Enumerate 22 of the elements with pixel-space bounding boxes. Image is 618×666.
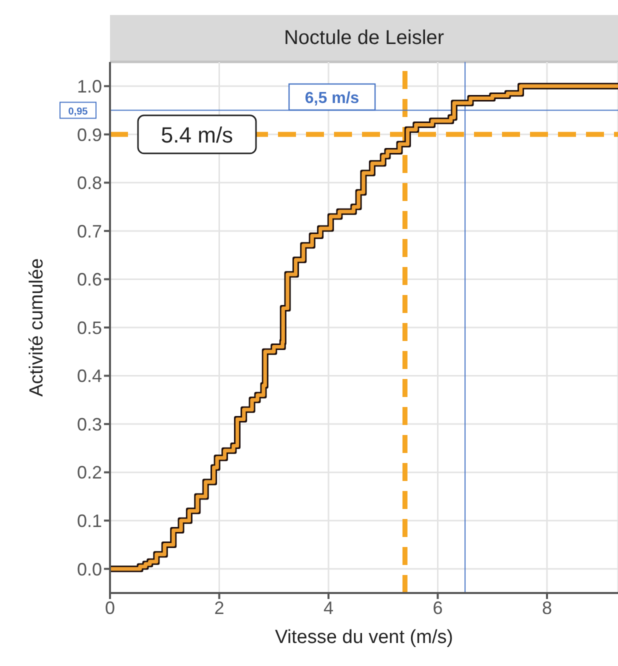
x-tick-label: 2 (214, 598, 224, 618)
y-tick-label: 0.8 (76, 173, 102, 194)
y-tick-label: 0.1 (76, 510, 102, 531)
y-tick-label: 0.5 (76, 318, 102, 338)
y-tick-label: 0.0 (76, 559, 102, 580)
y-tick-label: 0.7 (76, 221, 102, 242)
y-tick-label: 0.3 (76, 414, 102, 434)
y-tick-label: 0.2 (76, 462, 102, 483)
y-tick-label: 0.4 (76, 366, 102, 386)
x-tick-label: 0 (104, 598, 116, 618)
ref-line-label: 5.4 m/s (160, 122, 234, 148)
y-tick-label: 0.9 (76, 124, 102, 145)
y-tick-label: 1.0 (76, 76, 102, 97)
x-axis-title: Vitesse du vent (m/s) (274, 627, 454, 648)
y-axis-title: Activité cumulée (26, 258, 48, 397)
y-tick-label: 0.6 (76, 270, 102, 290)
chart-title: Noctule de Leisler (110, 15, 618, 63)
ref-line-label: 6,5 m/s (304, 90, 360, 107)
ref-line-label: 0,95 (68, 106, 88, 118)
x-tick-label: 4 (323, 598, 334, 618)
x-tick-label: 8 (542, 598, 552, 618)
x-tick-label: 6 (432, 598, 443, 618)
